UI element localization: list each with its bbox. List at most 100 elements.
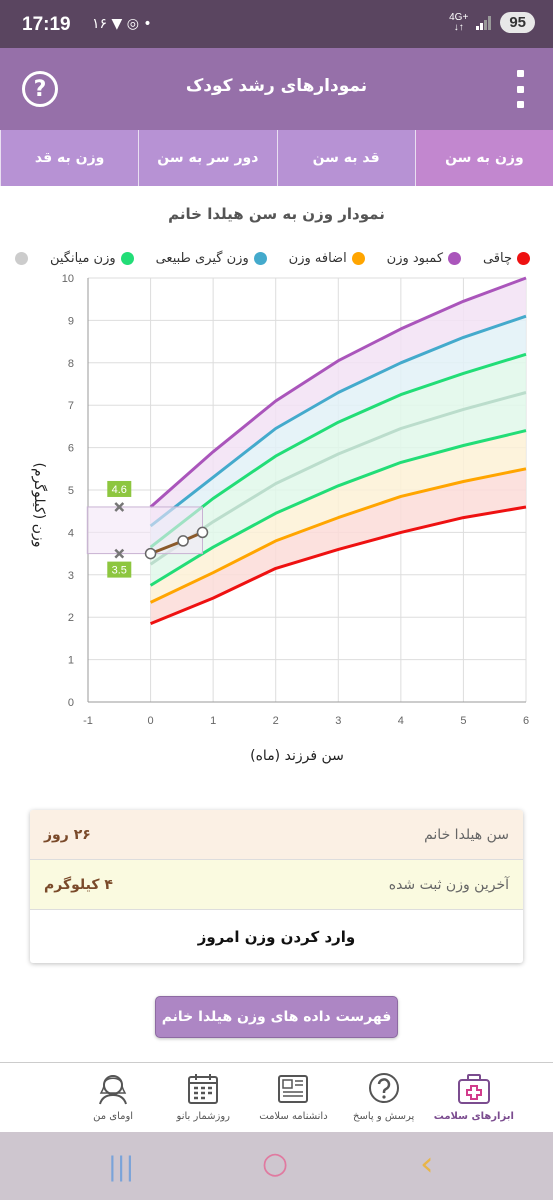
y-tick-label: 8: [68, 358, 74, 370]
range-tag-low: [107, 561, 132, 578]
legend-dot: [351, 251, 365, 265]
network-type: 4G+: [449, 11, 469, 23]
legend-item[interactable]: وزن میانگین: [50, 248, 134, 268]
nav-health-encyclopedia[interactable]: دانشنامه سلامت: [252, 1063, 334, 1132]
bottom-nav: ابزارهای سلامت پرسش و پاسخ دانشنامه سلام…: [0, 1062, 553, 1132]
y-tick-label: 0: [68, 697, 74, 709]
menu-dot-icon: [516, 85, 524, 93]
nav-label: اومای من: [93, 1111, 134, 1122]
tab-height-for-age[interactable]: قد به سن: [276, 130, 415, 186]
child-weight-point: [144, 547, 157, 560]
page-title: نمودارهای رشد کودک: [185, 76, 368, 96]
last-weight-label: آخرین وزن ثبت شده: [388, 876, 509, 893]
legend-dot: [517, 251, 530, 265]
chart-band: [150, 468, 526, 624]
nav-label: ابزارهای سلامت: [433, 1111, 514, 1122]
nav-label: پرسش و پاسخ: [353, 1111, 415, 1122]
x-axis-title: سن فرزند (ماه): [250, 748, 344, 764]
series-line-underweight: [149, 467, 527, 604]
x-tick-label: 6: [523, 715, 529, 727]
tab-weight-for-height[interactable]: وزن به قد: [0, 130, 138, 186]
weight-range-box: [86, 506, 204, 555]
age-value: ۲۶ روز: [44, 826, 91, 843]
legend-item[interactable]: اضافه وزن: [289, 248, 365, 268]
legend-dot: [448, 251, 462, 265]
chart-band: [150, 278, 526, 526]
tab-weight-for-age[interactable]: وزن به سن: [414, 130, 553, 186]
series-line-normal_upper: [149, 352, 527, 549]
y-tick-label: 6: [68, 443, 74, 455]
range-tag-high-label: 4.6: [112, 484, 127, 496]
chart-band: [150, 392, 526, 586]
calendar-icon: [188, 1074, 219, 1104]
y-tick-label: 5: [68, 485, 74, 497]
menu-dot-icon: [516, 70, 524, 77]
status-bar: 17:19 ۱۶ ▼ ◎ • 4G+ ↓↑ 95: [0, 0, 553, 48]
x-tick-label: 3: [335, 715, 341, 727]
back-button[interactable]: ‹: [420, 1144, 434, 1184]
legend-item[interactable]: کمبود وزن: [386, 248, 462, 268]
legend-dot: [253, 251, 267, 265]
y-tick-label: 2: [68, 612, 74, 624]
legend-item[interactable]: چاقی: [483, 248, 530, 268]
legend-dot: [120, 251, 134, 265]
battery-level: 95: [500, 12, 535, 33]
age-row: سن هیلدا خانم ۲۶ روز: [30, 810, 523, 860]
legend-label: چاقی: [482, 250, 512, 266]
y-tick-label: 7: [68, 400, 74, 412]
child-weight-point: [177, 535, 189, 547]
series-line-overweight: [149, 314, 527, 528]
question-bubble-icon: [368, 1073, 399, 1103]
signal-icon: [476, 15, 492, 30]
range-tag-low-label: 3.5: [112, 565, 127, 577]
nav-questions[interactable]: پرسش و پاسخ: [343, 1063, 425, 1132]
status-time: 17:19: [22, 14, 71, 35]
last-weight-row: آخرین وزن ثبت شده ۴ کیلوگرم: [30, 860, 523, 910]
system-nav-bar: ||| ○ ‹: [0, 1132, 553, 1200]
recents-button[interactable]: |||: [108, 1152, 135, 1182]
weight-for-age-chart: 0 1 2 3 4 5 6 7 8 9 10 -1 0 1 2 3 4 5 6 سن فرزند (ماه) وزن (…: [31, 273, 529, 764]
chart-tabs: وزن به سن قد به سن دور سر به سن وزن به ق…: [0, 130, 553, 186]
menu-dot-icon: [516, 101, 524, 108]
x-tick-label: -1: [83, 715, 93, 727]
y-tick-label: 4: [68, 527, 74, 539]
nav-health-tools[interactable]: ابزارهای سلامت: [433, 1063, 515, 1132]
first-aid-kit-icon: [457, 1074, 490, 1104]
series-line-severe_underweight: [150, 505, 527, 625]
series-line-obese: [149, 276, 527, 509]
notification-icons: ۱۶ ▼ ◎ •: [92, 16, 152, 32]
legend-label: وزن گیری طبیعی: [155, 250, 249, 266]
app-header: ? نمودارهای رشد کودک: [0, 48, 553, 130]
legend-label: اضافه وزن: [288, 250, 347, 266]
x-tick-label: 1: [210, 715, 216, 727]
chart-band: [150, 316, 526, 548]
range-marker-high: [114, 502, 125, 512]
woman-avatar-icon: [99, 1075, 128, 1105]
nav-label: روزشمار بانو: [176, 1111, 231, 1122]
age-label: سن هیلدا خانم: [424, 826, 509, 843]
range-marker-low: [114, 548, 125, 559]
tab-head-circumference-for-age[interactable]: دور سر به سن: [138, 130, 276, 186]
nav-label: دانشنامه سلامت: [259, 1111, 328, 1122]
weight-data-list-button[interactable]: فهرست داده های وزن هیلدا خانم: [155, 996, 398, 1038]
help-button[interactable]: ?: [22, 71, 58, 107]
network-indicator: 4G+ ↓↑: [449, 11, 469, 33]
legend-item[interactable]: [10, 248, 29, 268]
overflow-menu-button[interactable]: [515, 70, 525, 108]
nav-my-profile[interactable]: اومای من: [72, 1063, 154, 1132]
nav-calendar[interactable]: روزشمار بانو: [162, 1063, 244, 1132]
help-icon: ?: [33, 76, 47, 102]
legend-label: کمبود وزن: [386, 250, 444, 266]
home-button[interactable]: ○: [262, 1146, 289, 1181]
range-tag-high: [107, 480, 132, 497]
x-tick-label: 2: [273, 715, 279, 727]
last-weight-value: ۴ کیلوگرم: [44, 876, 113, 893]
y-tick-label: 1: [68, 655, 74, 667]
y-tick-label: 10: [62, 273, 74, 285]
legend-item[interactable]: وزن گیری طبیعی: [156, 248, 267, 268]
y-tick-label: 9: [68, 315, 74, 327]
newspaper-icon: [278, 1075, 309, 1103]
chart-title: نمودار وزن به سن هیلدا خانم: [168, 205, 385, 223]
enter-today-weight-button[interactable]: وارد کردن وزن امروز: [197, 927, 356, 946]
y-axis-title: وزن (کیلوگرم): [31, 463, 48, 548]
